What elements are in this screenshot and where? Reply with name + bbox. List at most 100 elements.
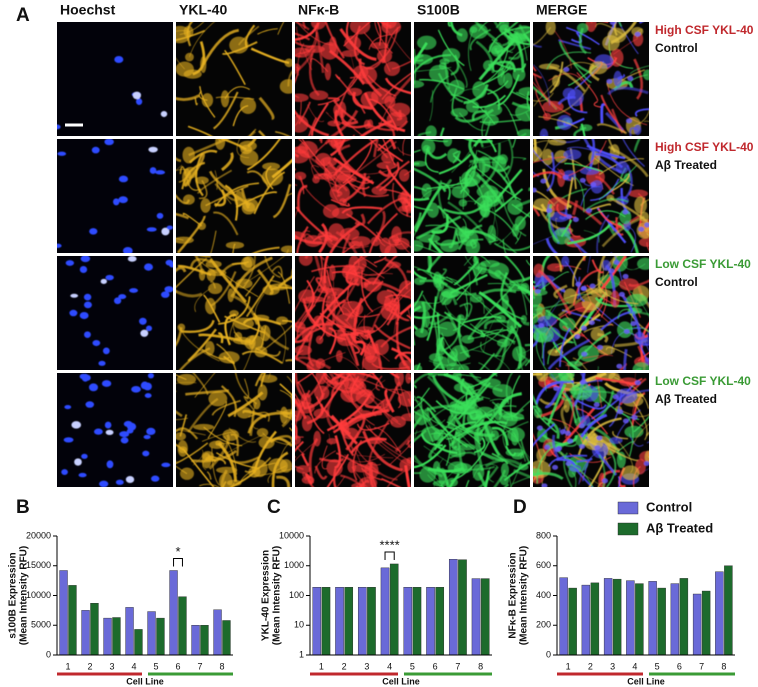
cell-body bbox=[484, 103, 503, 116]
nucleus bbox=[100, 278, 107, 285]
fiber bbox=[343, 22, 371, 47]
nucleus bbox=[618, 291, 625, 297]
cell-body bbox=[466, 409, 485, 427]
fiber bbox=[533, 92, 554, 102]
cell-body bbox=[542, 112, 552, 121]
nucleus bbox=[572, 217, 579, 223]
cell-body bbox=[478, 156, 491, 173]
fiber bbox=[469, 28, 491, 51]
nucleus bbox=[534, 288, 541, 294]
cell-body bbox=[414, 364, 423, 370]
nucleus bbox=[630, 321, 637, 327]
fiber bbox=[370, 373, 385, 389]
bar bbox=[90, 603, 99, 656]
fiber bbox=[470, 349, 510, 370]
fiber bbox=[394, 351, 411, 360]
nucleus bbox=[533, 187, 537, 193]
panel-label: B bbox=[16, 497, 30, 518]
nucleus bbox=[161, 462, 171, 468]
fiber bbox=[447, 22, 452, 27]
cell-body bbox=[284, 58, 292, 68]
fiber bbox=[598, 454, 606, 487]
bar bbox=[458, 559, 467, 656]
fiber bbox=[574, 176, 585, 213]
cell-body bbox=[324, 63, 332, 81]
fiber bbox=[477, 329, 516, 343]
cell-body bbox=[240, 97, 257, 115]
nucleus bbox=[562, 174, 569, 180]
fiber bbox=[460, 378, 475, 396]
fiber bbox=[606, 82, 648, 126]
fiber bbox=[607, 145, 649, 178]
fiber bbox=[384, 388, 395, 413]
fiber bbox=[392, 182, 411, 218]
nucleus bbox=[601, 478, 608, 484]
bar bbox=[480, 578, 490, 656]
fiber bbox=[279, 389, 292, 399]
fiber bbox=[194, 97, 198, 106]
fiber bbox=[333, 139, 353, 147]
cell-body bbox=[492, 384, 513, 398]
cell-body bbox=[511, 223, 520, 237]
fiber bbox=[482, 139, 513, 149]
cell-body bbox=[366, 436, 384, 445]
cell-body bbox=[477, 195, 493, 212]
fiber bbox=[231, 482, 235, 487]
nucleus bbox=[634, 380, 641, 386]
cell-body bbox=[441, 289, 459, 299]
nucleus bbox=[160, 111, 168, 118]
fiber bbox=[591, 259, 604, 274]
x-tick-label: 2 bbox=[342, 661, 347, 671]
fiber bbox=[514, 359, 528, 370]
cell-body bbox=[634, 331, 645, 344]
fiber bbox=[269, 279, 292, 289]
nucleus bbox=[136, 98, 143, 105]
nucleus bbox=[622, 418, 629, 424]
cell-body bbox=[498, 411, 518, 427]
fiber bbox=[553, 284, 568, 299]
micrograph bbox=[295, 373, 411, 487]
fiber bbox=[566, 26, 600, 46]
fiber bbox=[368, 34, 393, 50]
fiber bbox=[446, 276, 492, 312]
fiber bbox=[373, 324, 411, 350]
cell-body bbox=[295, 410, 303, 422]
fiber bbox=[307, 104, 325, 122]
fiber bbox=[511, 101, 530, 110]
cell-body bbox=[183, 166, 198, 179]
cell-body bbox=[499, 475, 509, 486]
fiber bbox=[623, 348, 628, 370]
cell-body bbox=[516, 128, 530, 136]
fiber bbox=[206, 471, 212, 480]
fiber bbox=[512, 139, 516, 148]
fiber bbox=[508, 474, 512, 487]
fiber bbox=[244, 378, 250, 399]
fiber bbox=[552, 341, 582, 370]
nucleus bbox=[580, 285, 587, 291]
cell-body bbox=[427, 373, 438, 377]
cell-body bbox=[176, 61, 194, 77]
cell-body bbox=[496, 314, 506, 323]
nucleus bbox=[74, 458, 82, 466]
nucleus bbox=[626, 118, 633, 124]
cell-body bbox=[585, 22, 597, 32]
fiber bbox=[596, 123, 628, 135]
fiber bbox=[597, 366, 599, 370]
cell-body bbox=[551, 74, 561, 88]
cell-body bbox=[376, 290, 394, 306]
bar bbox=[134, 629, 143, 656]
fiber bbox=[352, 439, 363, 481]
nucleus bbox=[105, 429, 114, 436]
cell-body bbox=[295, 115, 309, 133]
cell-body bbox=[470, 294, 483, 303]
fiber bbox=[373, 139, 379, 158]
nucleus bbox=[119, 431, 130, 438]
x-tick-label: 3 bbox=[109, 661, 114, 671]
fiber bbox=[484, 470, 491, 487]
nucleus bbox=[144, 263, 153, 271]
fiber bbox=[391, 347, 411, 364]
texture bbox=[533, 373, 649, 487]
micrograph bbox=[176, 373, 292, 487]
fiber bbox=[572, 357, 588, 370]
